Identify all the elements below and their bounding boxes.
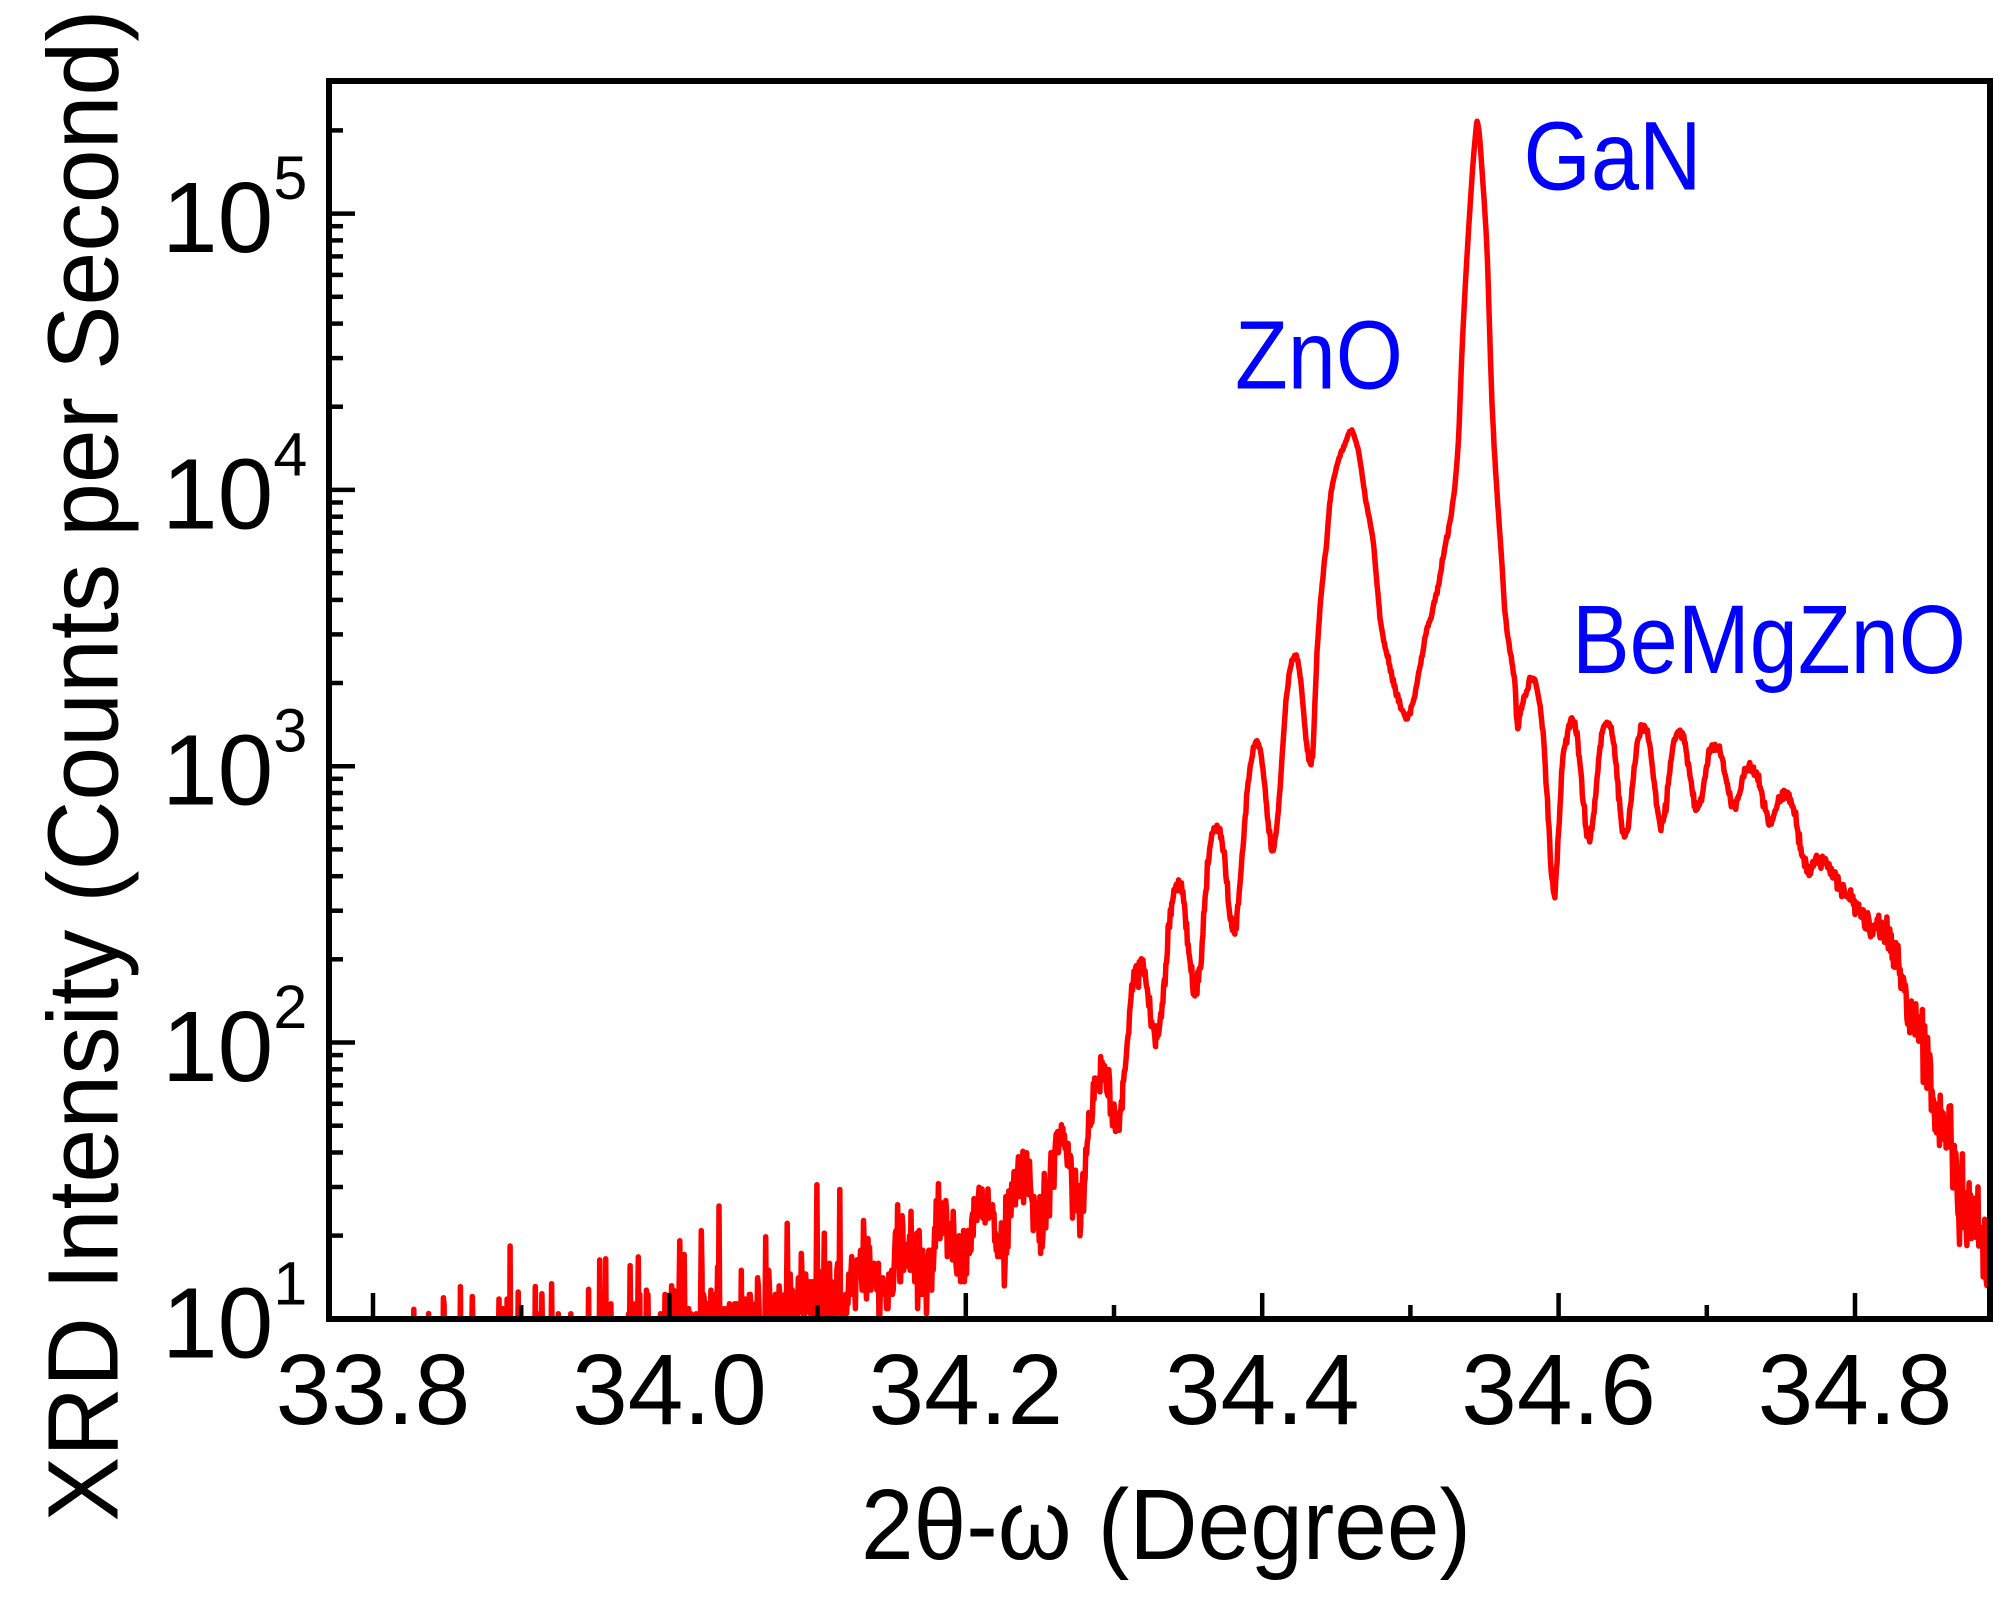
svg-text:BeMgZnO: BeMgZnO — [1572, 585, 1966, 694]
svg-text:XRD Intensity (Counts per Seco: XRD Intensity (Counts per Second) — [28, 10, 140, 1522]
svg-text:10: 10 — [162, 991, 273, 1103]
svg-text:10: 10 — [162, 162, 273, 274]
svg-text:2: 2 — [273, 973, 307, 1041]
svg-text:4: 4 — [273, 420, 307, 488]
svg-text:34.2: 34.2 — [868, 1334, 1063, 1446]
svg-text:33.8: 33.8 — [276, 1334, 471, 1446]
svg-text:ZnO: ZnO — [1235, 301, 1403, 410]
svg-text:34.6: 34.6 — [1461, 1334, 1656, 1446]
svg-text:3: 3 — [273, 697, 307, 765]
svg-text:GaN: GaN — [1524, 102, 1702, 211]
svg-text:10: 10 — [162, 438, 273, 550]
svg-text:34.8: 34.8 — [1758, 1334, 1953, 1446]
svg-text:1: 1 — [273, 1249, 307, 1317]
svg-text:5: 5 — [273, 144, 307, 212]
svg-text:10: 10 — [162, 715, 273, 827]
svg-text:34.0: 34.0 — [572, 1334, 767, 1446]
svg-text:2θ-ω (Degree): 2θ-ω (Degree) — [861, 1469, 1471, 1581]
svg-text:10: 10 — [162, 1267, 273, 1379]
svg-text:34.4: 34.4 — [1165, 1334, 1360, 1446]
